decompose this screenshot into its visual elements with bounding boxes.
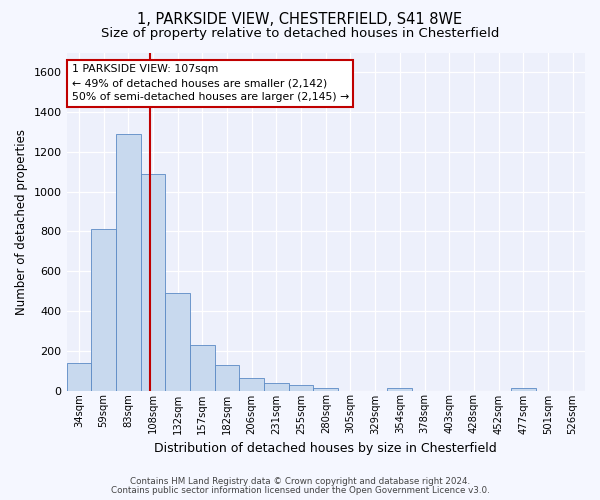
Bar [313,388,338,390]
Bar [67,362,91,390]
Bar [190,345,215,391]
Bar [239,378,264,390]
Bar [289,384,313,390]
Y-axis label: Number of detached properties: Number of detached properties [15,128,28,314]
Bar [140,174,165,390]
Text: 1, PARKSIDE VIEW, CHESTERFIELD, S41 8WE: 1, PARKSIDE VIEW, CHESTERFIELD, S41 8WE [137,12,463,28]
Bar [511,388,536,390]
Bar [165,293,190,390]
Bar [264,382,289,390]
Bar [215,364,239,390]
Text: Contains HM Land Registry data © Crown copyright and database right 2024.: Contains HM Land Registry data © Crown c… [130,477,470,486]
Text: 1 PARKSIDE VIEW: 107sqm
← 49% of detached houses are smaller (2,142)
50% of semi: 1 PARKSIDE VIEW: 107sqm ← 49% of detache… [72,64,349,102]
X-axis label: Distribution of detached houses by size in Chesterfield: Distribution of detached houses by size … [154,442,497,455]
Bar [91,230,116,390]
Text: Size of property relative to detached houses in Chesterfield: Size of property relative to detached ho… [101,28,499,40]
Bar [116,134,140,390]
Text: Contains public sector information licensed under the Open Government Licence v3: Contains public sector information licen… [110,486,490,495]
Bar [388,388,412,390]
